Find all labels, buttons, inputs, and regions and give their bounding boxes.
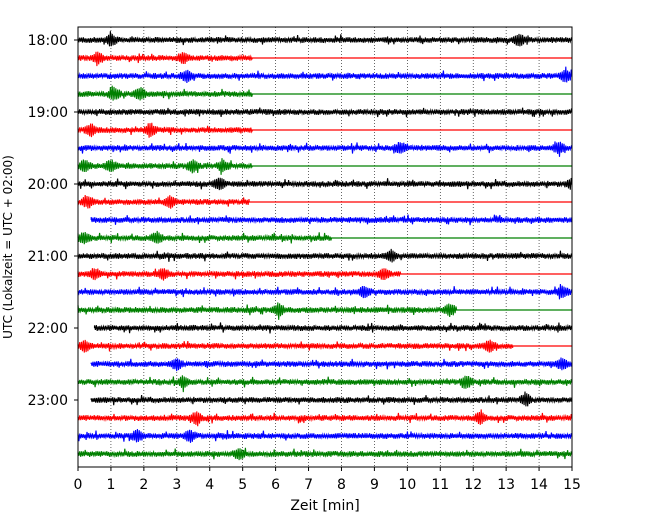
trace-row xyxy=(77,339,572,353)
trace-waveform xyxy=(77,302,458,320)
x-tick-label: 9 xyxy=(370,477,379,493)
x-tick-label: 8 xyxy=(337,477,346,493)
y-tick-label: 23:00 xyxy=(28,393,68,409)
trace-waveform xyxy=(77,283,573,300)
x-tick-label: 1 xyxy=(106,477,115,493)
trace-waveform xyxy=(77,141,573,157)
trace-row xyxy=(77,158,572,175)
x-tick-label: 10 xyxy=(398,477,416,493)
trace-row xyxy=(90,391,573,407)
trace-row xyxy=(77,177,573,191)
trace-waveform xyxy=(77,195,250,209)
x-tick-label: 12 xyxy=(464,477,482,493)
trace-row xyxy=(77,409,573,427)
trace-waveform xyxy=(77,85,254,101)
trace-row xyxy=(77,195,572,209)
x-tick-label: 5 xyxy=(238,477,247,493)
trace-waveform xyxy=(77,447,573,461)
trace-row xyxy=(77,283,573,300)
trace-row xyxy=(77,248,573,263)
trace-waveform xyxy=(77,158,253,175)
trace-waveform xyxy=(77,248,573,263)
trace-waveform xyxy=(77,429,573,443)
trace-row xyxy=(77,141,573,157)
trace-waveform xyxy=(77,339,514,353)
y-tick-label: 20:00 xyxy=(28,177,68,193)
x-tick-label: 14 xyxy=(530,477,548,493)
x-tick-label: 0 xyxy=(74,477,83,493)
trace-waveform xyxy=(77,51,253,67)
x-tick-label: 13 xyxy=(497,477,515,493)
x-tick-label: 4 xyxy=(205,477,214,493)
y-axis-ticks: 18:00 19:00 20:00 21:00 22:00 23:00 xyxy=(28,33,78,409)
y-tick-label: 19:00 xyxy=(28,105,68,121)
x-tick-label: 15 xyxy=(563,477,581,493)
trace-waveform xyxy=(77,177,573,191)
trace-row xyxy=(77,447,573,461)
y-tick-label: 18:00 xyxy=(28,33,68,49)
x-axis-label: Zeit [min] xyxy=(290,498,359,514)
trace-row xyxy=(77,122,572,138)
trace-row xyxy=(77,107,573,118)
trace-row xyxy=(77,85,572,101)
trace-waveform xyxy=(77,122,254,138)
trace-waveform xyxy=(77,375,573,393)
y-tick-label: 21:00 xyxy=(28,249,68,265)
trace-row xyxy=(77,66,573,84)
y-axis-label: UTC (Lokalzeit = UTC + 02:00) xyxy=(1,155,15,339)
trace-row xyxy=(77,51,572,67)
trace-row xyxy=(77,429,573,443)
trace-row xyxy=(77,375,573,393)
trace-waveform xyxy=(77,268,402,281)
x-tick-label: 6 xyxy=(271,477,280,493)
trace-row xyxy=(90,357,573,372)
trace-waveform xyxy=(77,409,573,427)
plot-frame xyxy=(77,26,573,468)
x-tick-label: 2 xyxy=(139,477,148,493)
seismic-traces xyxy=(77,31,573,461)
trace-row xyxy=(77,31,573,47)
trace-waveform xyxy=(77,66,573,84)
x-tick-label: 3 xyxy=(172,477,181,493)
trace-waveform xyxy=(90,214,573,226)
x-tick-label: 7 xyxy=(304,477,313,493)
x-tick-label: 11 xyxy=(431,477,449,493)
trace-waveform xyxy=(90,391,573,407)
trace-row xyxy=(93,322,573,334)
trace-waveform xyxy=(90,357,573,372)
gridlines xyxy=(110,27,540,467)
trace-row xyxy=(90,214,573,226)
y-tick-label: 22:00 xyxy=(28,321,68,337)
trace-waveform xyxy=(93,322,573,334)
trace-row xyxy=(77,268,572,281)
trace-waveform xyxy=(77,31,573,47)
trace-waveform xyxy=(77,107,573,118)
trace-waveform xyxy=(77,230,333,245)
trace-row xyxy=(77,302,572,320)
x-axis-ticks: 0 1 2 3 4 5 6 7 8 9 10 11 12 13 14 15 xyxy=(74,467,581,493)
trace-row xyxy=(77,230,572,245)
